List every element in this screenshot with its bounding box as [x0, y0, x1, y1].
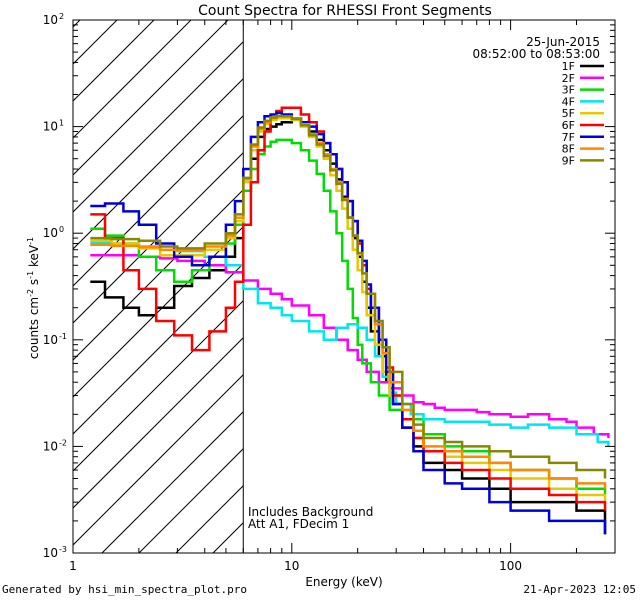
y-tick-exponent: 2 — [59, 12, 64, 21]
annotation-attenuator: Att A1, FDecim 1 — [248, 517, 349, 531]
generated-by-text: Generated by hsi_min_spectra_plot.pro — [2, 583, 248, 596]
annotation-background: Includes Background — [248, 505, 373, 519]
y-label-part1: counts cm — [27, 297, 41, 359]
x-axis-label: Energy (keV) — [305, 575, 382, 589]
series-2F — [90, 254, 610, 438]
hatch-line — [73, 20, 229, 176]
series-9F — [90, 114, 607, 479]
timestamp-text: 21-Apr-2023 12:05 — [523, 583, 636, 596]
legend-label-4F: 4F — [562, 95, 575, 108]
hatch-line — [73, 20, 155, 102]
legend-label-1F: 1F — [562, 60, 575, 73]
x-tick-label: 100 — [499, 559, 522, 573]
series-3F — [90, 138, 607, 495]
hatch-line — [73, 115, 244, 287]
hatch-line — [73, 374, 244, 546]
legend-label-9F: 9F — [562, 154, 575, 167]
y-tick-exponent: -3 — [59, 545, 67, 554]
hatch-line — [73, 337, 244, 509]
y-tick-exponent: 1 — [59, 119, 64, 128]
hatch-line — [73, 189, 244, 361]
legend-label-5F: 5F — [562, 107, 575, 120]
time-range-label: 08:52:00 to 08:53:00 — [473, 47, 600, 61]
x-tick-label: 10 — [284, 559, 299, 573]
y-tick-label: 10 — [43, 13, 58, 27]
y-label-part2: s — [27, 279, 41, 289]
series-7F — [90, 111, 607, 535]
hatch-line — [0, 0, 110, 553]
legend-label-3F: 3F — [562, 84, 575, 97]
legend-label-6F: 6F — [562, 119, 575, 132]
hatch-line — [73, 20, 192, 139]
y-tick-label: 10 — [43, 439, 58, 453]
y-tick-label: 10 — [43, 120, 58, 134]
hatch-line — [0, 0, 73, 553]
x-axis-ticks: 1 10 100 — [69, 20, 616, 573]
series-group — [90, 106, 610, 535]
y-label-sup1: -2 — [26, 289, 35, 297]
series-1F — [90, 116, 607, 535]
series-5F — [90, 116, 607, 503]
hatch-line — [73, 20, 118, 65]
hatch-line — [138, 448, 244, 553]
hatch-lines — [0, 0, 640, 553]
hatch-line — [73, 152, 244, 324]
series-4F — [90, 241, 610, 447]
y-tick-label: 10 — [43, 333, 58, 347]
y-tick-label: 10 — [43, 546, 58, 560]
hatch-line — [73, 300, 244, 472]
hatch-line — [73, 226, 244, 398]
date-label: 25-Jun-2015 — [526, 35, 600, 49]
chart-title: Count Spectra for RHESSI Front Segments — [198, 3, 492, 19]
plot-frame — [72, 19, 616, 554]
y-tick-exponent: -2 — [59, 438, 67, 447]
y-label-part3: keV — [27, 244, 41, 271]
y-tick-exponent: -1 — [59, 332, 67, 341]
y-label-sup2: -1 — [26, 271, 35, 279]
hatch-line — [620, 0, 640, 553]
hatch-line — [73, 41, 244, 213]
x-tick-label: 1 — [69, 559, 77, 573]
y-label-sup3: -1 — [26, 237, 35, 245]
y-tick-exponent: 0 — [59, 225, 64, 234]
legend-label-2F: 2F — [562, 72, 575, 85]
legend-label-8F: 8F — [562, 143, 575, 156]
hatch-line — [101, 411, 244, 553]
legend-label-7F: 7F — [562, 131, 575, 144]
y-tick-label: 10 — [43, 226, 58, 240]
y-axis-label: counts cm-2 s-1 keV-1 — [26, 237, 41, 359]
